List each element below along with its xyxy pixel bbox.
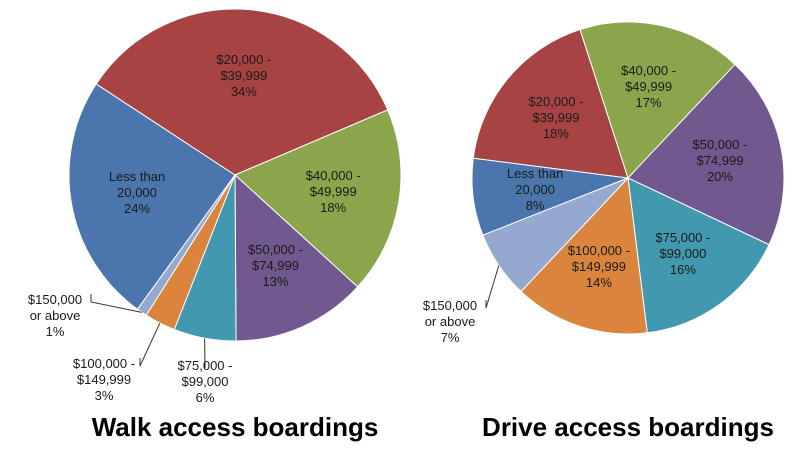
value-label: 16% bbox=[669, 261, 696, 277]
pie-slice bbox=[520, 176, 648, 335]
slice-label: Less than 20,000 8% bbox=[502, 166, 568, 214]
value-label: 1% bbox=[45, 324, 65, 339]
slice-label: $20,000 - $39,999 18% bbox=[523, 94, 589, 142]
value-label: 34% bbox=[230, 83, 257, 99]
slice-label: $150,000 or above 7% bbox=[417, 298, 483, 346]
leader-line bbox=[485, 265, 500, 309]
value-label: 6% bbox=[195, 390, 215, 405]
category-label: $150,000 or above bbox=[27, 292, 83, 323]
pie-slice bbox=[68, 83, 236, 310]
value-label: 18% bbox=[320, 199, 347, 215]
category-label: Less than 20,000 bbox=[108, 168, 166, 200]
category-label: $75,000 - $99,000 bbox=[655, 229, 711, 261]
value-label: 24% bbox=[124, 200, 151, 216]
category-label: $100,000 - $149,999 bbox=[72, 356, 136, 387]
value-label: 14% bbox=[585, 274, 612, 290]
pie-slice bbox=[234, 173, 359, 342]
pie-slice bbox=[627, 63, 785, 246]
value-label: 3% bbox=[94, 388, 114, 403]
category-label: $50,000 - $74,999 bbox=[248, 241, 303, 273]
leader-line bbox=[139, 322, 161, 367]
value-label: 8% bbox=[525, 197, 545, 213]
pie-slice bbox=[482, 177, 629, 293]
slice-label: $40,000 - $49,999 17% bbox=[616, 63, 682, 111]
slice-label: Less than 20,000 24% bbox=[104, 169, 170, 217]
pie-slice bbox=[95, 8, 389, 176]
category-label: $20,000 - $39,999 bbox=[528, 94, 584, 126]
category-label: $40,000 - $49,999 bbox=[621, 62, 677, 94]
slice-label: $100,000 - $149,999 3% bbox=[71, 356, 137, 404]
slice-label: $75,000 - $99,000 6% bbox=[172, 358, 238, 406]
pie-slice bbox=[579, 21, 736, 179]
value-label: 17% bbox=[635, 94, 662, 110]
slice-label: $100,000 - $149,999 14% bbox=[566, 243, 632, 291]
chart-title: Drive access boardings bbox=[482, 412, 774, 442]
category-label: $40,000 - $49,999 bbox=[305, 167, 361, 199]
slice-label: $75,000 - $99,000 16% bbox=[650, 230, 716, 278]
chart-title: Walk access boardings bbox=[91, 412, 379, 442]
slice-label: $150,000 or above 1% bbox=[22, 292, 88, 340]
value-label: 18% bbox=[542, 126, 569, 142]
slice-label: $20,000 - $39,999 34% bbox=[211, 52, 277, 100]
leader-line bbox=[90, 294, 142, 313]
pie-slice bbox=[136, 174, 236, 316]
pie-slice bbox=[627, 177, 770, 334]
value-label: 13% bbox=[262, 273, 289, 289]
slice-label: $40,000 - $49,999 18% bbox=[300, 168, 366, 216]
category-label: $150,000 or above bbox=[422, 298, 478, 329]
category-label: Less than 20,000 bbox=[506, 165, 564, 197]
category-label: $20,000 - $39,999 bbox=[216, 51, 272, 83]
slice-label: $50,000 - $74,999 20% bbox=[687, 137, 753, 185]
slice-label: $50,000 - $74,999 13% bbox=[243, 242, 309, 290]
value-label: 7% bbox=[440, 330, 460, 345]
value-label: 20% bbox=[706, 168, 733, 184]
pie-slice bbox=[234, 109, 402, 288]
category-label: $75,000 - $99,000 bbox=[177, 358, 233, 389]
category-label: $50,000 - $74,999 bbox=[692, 136, 748, 168]
category-label: $100,000 - $149,999 bbox=[567, 242, 630, 274]
pie-slice bbox=[472, 28, 629, 179]
